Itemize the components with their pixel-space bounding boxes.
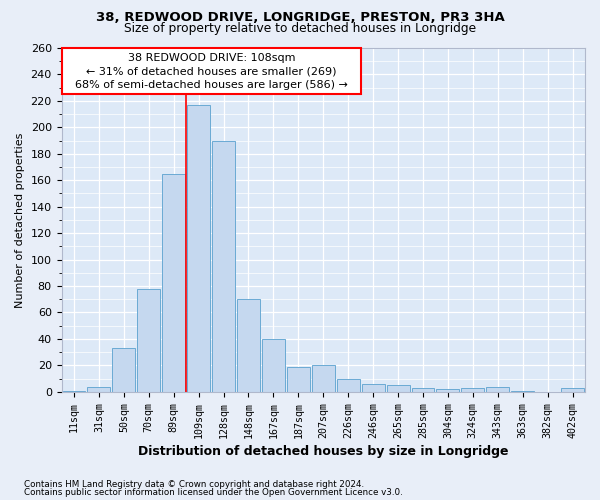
Text: Contains public sector information licensed under the Open Government Licence v3: Contains public sector information licen… [24,488,403,497]
Text: Contains HM Land Registry data © Crown copyright and database right 2024.: Contains HM Land Registry data © Crown c… [24,480,364,489]
Text: Size of property relative to detached houses in Longridge: Size of property relative to detached ho… [124,22,476,35]
Bar [112,348,136,392]
Bar [88,386,110,392]
Bar [486,386,509,392]
Bar [561,388,584,392]
Text: 68% of semi-detached houses are larger (586) →: 68% of semi-detached houses are larger (… [75,80,348,90]
Bar [262,339,285,392]
X-axis label: Distribution of detached houses by size in Longridge: Distribution of detached houses by size … [138,444,509,458]
Bar [62,390,85,392]
Bar [62,48,361,94]
Bar [337,378,359,392]
Bar [312,366,335,392]
Bar [137,288,160,392]
Bar [237,300,260,392]
Bar [461,388,484,392]
Bar [412,388,434,392]
Bar [212,140,235,392]
Bar [287,366,310,392]
Bar [187,105,210,392]
Bar [362,384,385,392]
Bar [162,174,185,392]
Bar [436,389,460,392]
Bar [386,385,410,392]
Bar [511,390,534,392]
Text: 38 REDWOOD DRIVE: 108sqm: 38 REDWOOD DRIVE: 108sqm [128,54,295,64]
Text: ← 31% of detached houses are smaller (269): ← 31% of detached houses are smaller (26… [86,66,337,76]
Text: 38, REDWOOD DRIVE, LONGRIDGE, PRESTON, PR3 3HA: 38, REDWOOD DRIVE, LONGRIDGE, PRESTON, P… [95,11,505,24]
Y-axis label: Number of detached properties: Number of detached properties [15,132,25,308]
